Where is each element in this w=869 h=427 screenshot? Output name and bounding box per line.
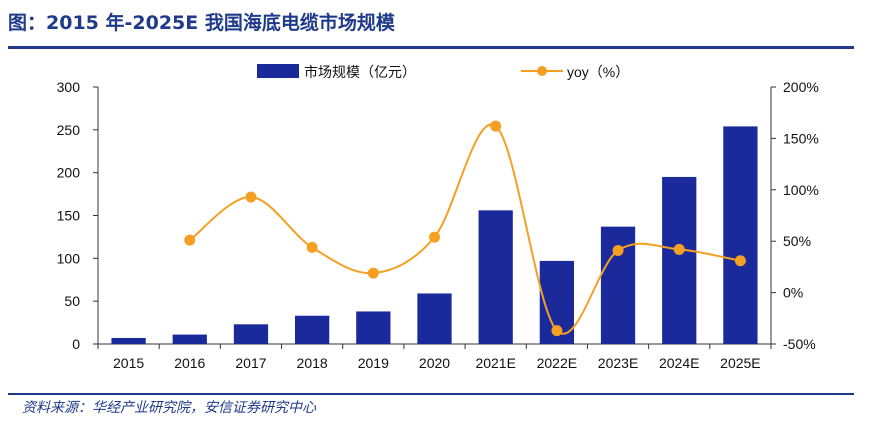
x-tick-label: 2025E [720,355,760,371]
right-y-tick-label: 100% [783,182,819,198]
bar [662,176,697,344]
yoy-point [367,267,379,279]
yoy-point [490,120,502,132]
x-tick-label: 2018 [297,355,328,371]
x-tick-label: 2016 [174,355,205,371]
axes: 0 50 100 150 200 250 300 -50% 0% 50% 100% 150% 200% 2… [57,79,819,371]
yoy-line-series [184,120,746,337]
left-y-tick-label: 150 [57,208,81,224]
yoy-point [551,325,563,337]
x-tick-label: 2020 [419,355,450,371]
yoy-line [189,123,741,335]
bar [233,324,269,344]
left-y-tick-label: 300 [57,79,81,95]
yoy-point [184,234,196,246]
x-tick-label: 2021E [475,355,515,371]
bar [478,210,513,344]
yoy-point [612,244,624,256]
right-y-tick-label: 200% [783,79,819,95]
x-tick-label: 2024E [659,355,699,371]
right-y-tick-label: 0% [783,285,803,301]
yoy-point [306,241,318,253]
left-y-tick-label: 50 [64,293,80,309]
legend-label-line: yoy（%） [567,64,629,80]
left-y-tick-label: 100 [57,250,81,266]
source-note: 资料来源：华经产业研究院，安信证券研究中心 [22,400,316,416]
legend-marker-line [537,66,547,76]
bar [111,338,146,344]
x-tick-label: 2022E [537,355,577,371]
left-y-tick-label: 0 [72,336,80,352]
x-tick-label: 2023E [598,355,638,371]
right-y-tick-label: -50% [783,336,816,352]
chart-title: 图：2015 年-2025E 我国海底电缆市场规模 [8,12,395,34]
bar [172,334,207,344]
x-tick-label: 2015 [113,355,144,371]
title-divider [8,46,854,49]
left-y-tick-label: 250 [57,122,81,138]
yoy-point [673,243,685,255]
right-y-tick-label: 50% [783,233,811,249]
legend: 市场规模（亿元） yoy（%） [257,64,629,80]
bar [723,126,758,344]
left-y-tick-label: 200 [57,165,81,181]
legend-swatch-bar [257,64,299,78]
bar [295,315,330,344]
yoy-point [734,255,746,267]
footer-divider [8,393,854,395]
x-tick-label: 2019 [358,355,389,371]
bar [417,293,452,344]
x-tick-label: 2017 [235,355,266,371]
right-y-tick-label: 150% [783,130,819,146]
bar [356,311,391,344]
yoy-point [245,191,257,203]
yoy-point [429,231,440,243]
legend-label-bar: 市场规模（亿元） [304,64,416,80]
